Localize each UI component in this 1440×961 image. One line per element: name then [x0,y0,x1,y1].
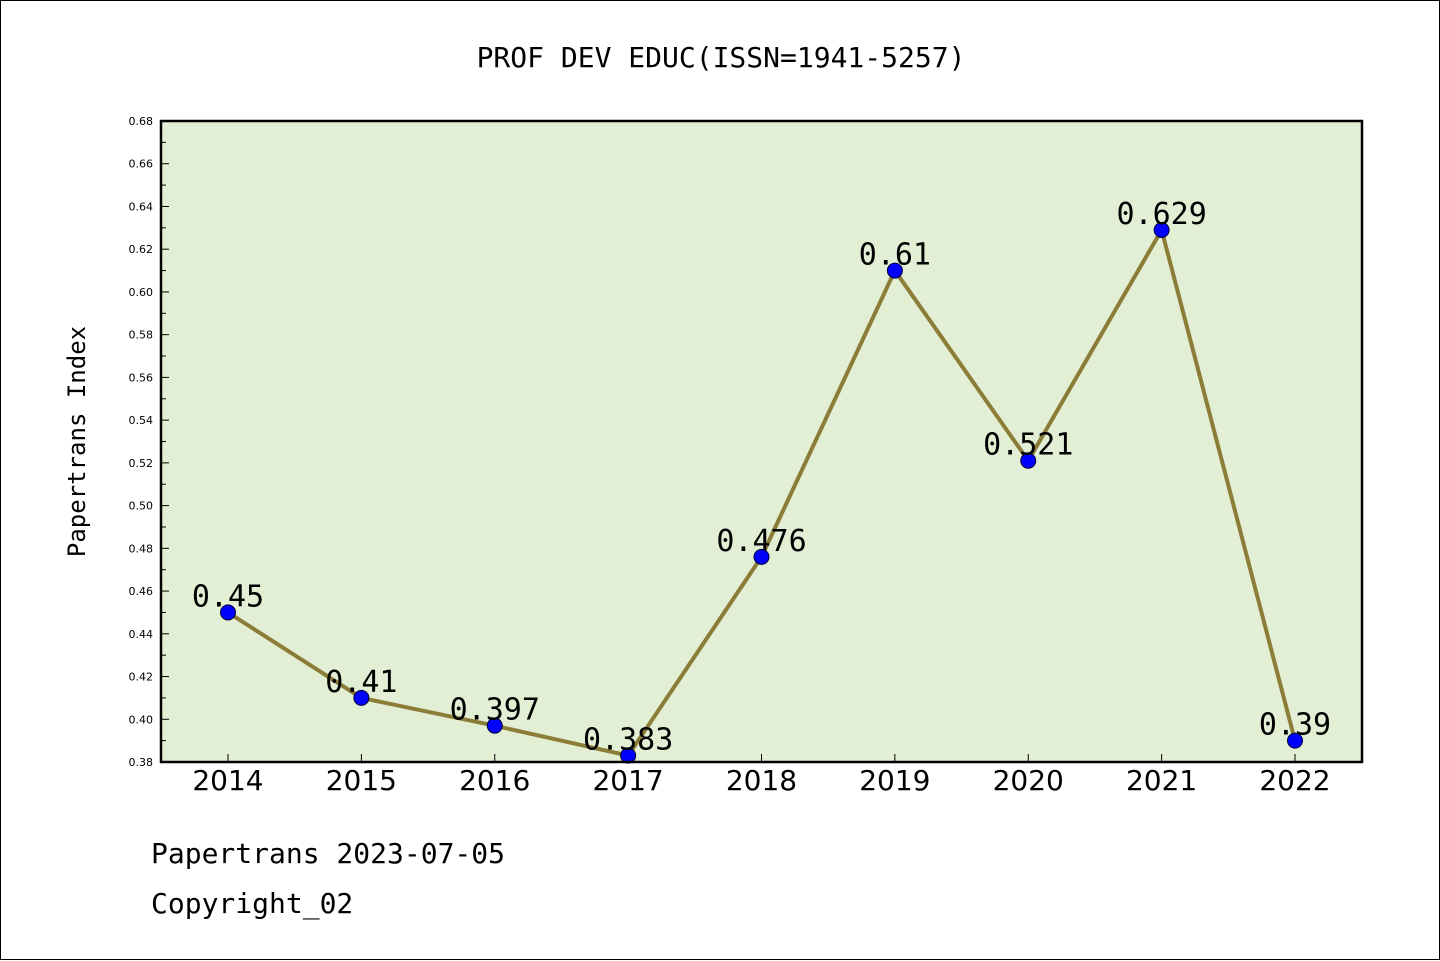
data-point [220,604,236,621]
data-point [1287,732,1303,749]
chart-title: PROF DEV EDUC(ISSN=1941-5257) [477,41,966,74]
y-axis-label: Papertrans Index [63,326,91,557]
data-point [1020,452,1037,469]
data-point [886,262,903,279]
plot-area-border [159,119,1364,764]
y-tick-label: 0.68 [129,115,154,128]
data-point [353,689,370,706]
x-tick-label: 2019 [859,764,930,797]
data-point [1153,221,1170,238]
y-tick-label: 0.42 [129,671,154,684]
series-markers [220,221,1303,764]
footer-copyright-text: Copyright_02 [151,887,354,920]
data-point [753,548,770,565]
y-tick-label: 0.52 [129,457,154,470]
x-tick-label: 2016 [459,764,530,797]
x-tick-label: 2018 [726,764,797,797]
y-tick-label: 0.40 [129,713,154,726]
data-label: 0.39 [1259,708,1331,743]
data-labels: 0.45 0.41 0.397 0.383 0.476 0.61 0.521 0.629 0.3… [192,197,1331,758]
y-tick-label: 0.54 [129,414,154,427]
data-label: 0.476 [716,524,806,559]
y-tick-label: 0.56 [129,371,154,384]
x-tick-label: 2022 [1259,764,1330,797]
y-tick-label: 0.60 [129,286,154,299]
y-tick-label: 0.38 [129,756,154,769]
y-tick-label: 0.58 [129,329,154,342]
y-tick-label: 0.44 [129,628,154,641]
y-tick-label: 0.46 [129,585,154,598]
data-label: 0.521 [983,428,1073,463]
data-label: 0.45 [192,579,264,614]
y-axis-ticks: 0.38 0.40 0.42 0.44 0.46 0.48 0.50 0.52 0.54 0.56… [129,115,169,769]
data-label: 0.41 [325,665,397,700]
x-tick-label: 2017 [592,764,663,797]
data-label: 0.629 [1116,197,1206,232]
y-tick-label: 0.62 [129,243,154,256]
x-tick-label: 2015 [326,764,397,797]
data-label: 0.61 [859,238,931,273]
y-tick-label: 0.50 [129,500,154,513]
y-tick-label: 0.48 [129,542,154,555]
x-tick-label: 2020 [993,764,1064,797]
data-point [486,717,503,734]
x-tick-label: 2014 [192,764,263,797]
data-label: 0.397 [450,693,540,728]
data-label: 0.383 [583,723,673,758]
x-tick-label: 2021 [1126,764,1197,797]
footer-date-text: Papertrans 2023-07-05 [151,837,506,870]
y-tick-label: 0.66 [129,158,154,171]
y-tick-label: 0.64 [129,200,154,213]
x-axis-ticks: 2014 2015 2016 2017 2018 2019 2020 2021 2022 [192,754,1331,797]
